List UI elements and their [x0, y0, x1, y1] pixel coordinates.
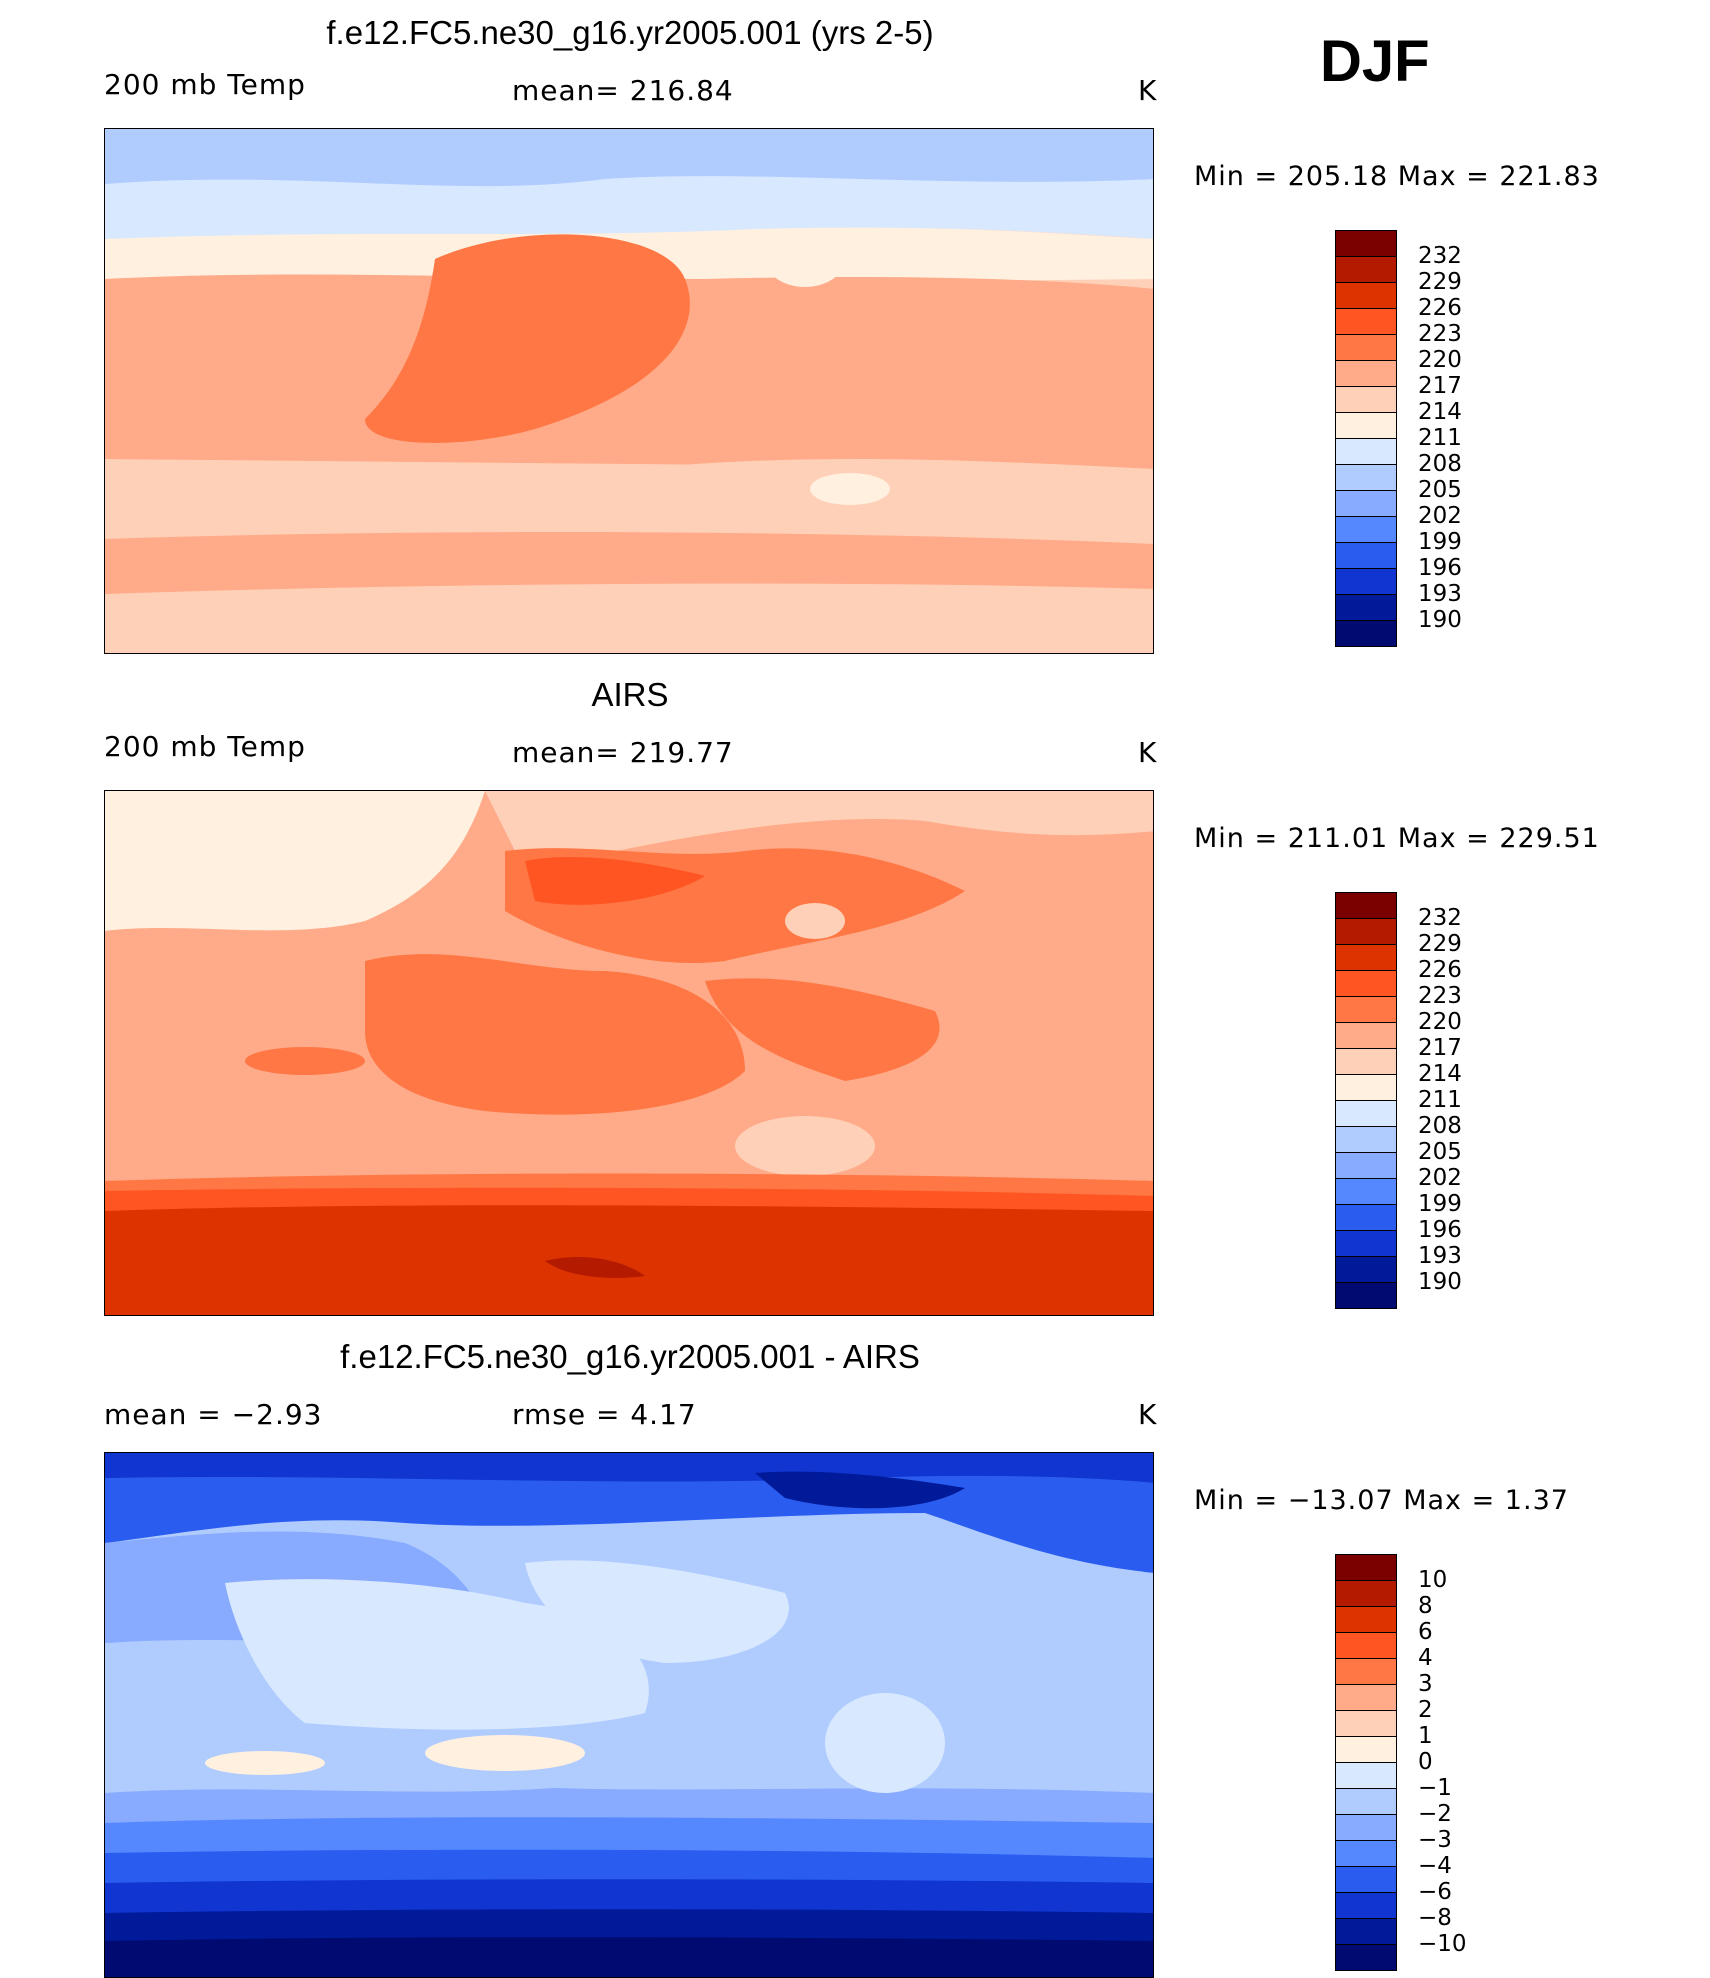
colorbar-tick: −10 [1418, 1931, 1467, 1957]
colorbar-tick: 232 [1418, 243, 1462, 269]
colorbar-tick: 217 [1418, 373, 1462, 399]
colorbar-tick: 202 [1418, 503, 1462, 529]
colorbar-tick: 208 [1418, 1113, 1462, 1139]
panel-1-units: K [1138, 74, 1158, 107]
panel-1-colorbar [1335, 230, 1397, 647]
panel-3-minmax: Min = −13.07 Max = 1.37 [1194, 1485, 1569, 1516]
colorbar-tick: 4 [1418, 1645, 1433, 1671]
colorbar-tick: 6 [1418, 1619, 1433, 1645]
panel-2-colorbar [1335, 892, 1397, 1309]
panel-3-title: f.e12.FC5.ne30_g16.yr2005.001 - AIRS [340, 1338, 920, 1375]
colorbar-tick: 196 [1418, 555, 1462, 581]
colorbar-tick: 208 [1418, 451, 1462, 477]
colorbar-tick: 193 [1418, 1243, 1462, 1269]
panel-1-mean-label: mean= 216.84 [512, 74, 734, 107]
colorbar-tick: 3 [1418, 1671, 1433, 1697]
panel-3-units: K [1138, 1398, 1158, 1431]
colorbar-tick: −1 [1418, 1775, 1452, 1801]
panel-3-rmse-label: rmse = 4.17 [512, 1398, 697, 1431]
panel-2-units: K [1138, 736, 1158, 769]
colorbar-tick: 229 [1418, 931, 1462, 957]
colorbar-tick: 8 [1418, 1593, 1433, 1619]
colorbar-tick: −3 [1418, 1827, 1452, 1853]
colorbar-tick: −2 [1418, 1801, 1452, 1827]
colorbar-tick: 232 [1418, 905, 1462, 931]
colorbar-tick: 199 [1418, 1191, 1462, 1217]
panel-1-title: f.e12.FC5.ne30_g16.yr2005.001 (yrs 2-5) [326, 14, 934, 51]
colorbar-tick: 226 [1418, 957, 1462, 983]
colorbar-tick: 190 [1418, 1269, 1462, 1295]
panel-1-minmax: Min = 205.18 Max = 221.83 [1194, 161, 1600, 192]
colorbar-tick: 223 [1418, 321, 1462, 347]
colorbar-tick: 229 [1418, 269, 1462, 295]
colorbar-tick: 226 [1418, 295, 1462, 321]
colorbar-tick: 193 [1418, 581, 1462, 607]
colorbar-tick: −8 [1418, 1905, 1452, 1931]
colorbar-tick: 0 [1418, 1749, 1433, 1775]
colorbar-tick: 205 [1418, 1139, 1462, 1165]
panel-2-mean-label: mean= 219.77 [512, 736, 734, 769]
colorbar-tick: 214 [1418, 399, 1462, 425]
colorbar-tick: 214 [1418, 1061, 1462, 1087]
panel-2-left-label: 200 mb Temp [104, 730, 306, 763]
panel-3-mean-label: mean = −2.93 [104, 1398, 323, 1431]
colorbar-tick: 205 [1418, 477, 1462, 503]
colorbar-tick: 1 [1418, 1723, 1433, 1749]
colorbar-tick: 2 [1418, 1697, 1433, 1723]
panel-2-title: AIRS [591, 676, 669, 713]
colorbar-tick: 220 [1418, 1009, 1462, 1035]
colorbar-tick: 211 [1418, 1087, 1462, 1113]
colorbar-tick: 217 [1418, 1035, 1462, 1061]
panel-1-left-label: 200 mb Temp [104, 68, 306, 101]
colorbar-tick: −4 [1418, 1853, 1452, 1879]
colorbar-tick: 190 [1418, 607, 1462, 633]
colorbar-tick: 223 [1418, 983, 1462, 1009]
colorbar-tick: 211 [1418, 425, 1462, 451]
colorbar-tick: 10 [1418, 1567, 1448, 1593]
colorbar-tick: 196 [1418, 1217, 1462, 1243]
colorbar-tick: 199 [1418, 529, 1462, 555]
panel-1-map [104, 128, 1154, 654]
colorbar-tick: −6 [1418, 1879, 1452, 1905]
colorbar-tick: 220 [1418, 347, 1462, 373]
panel-2-map [104, 790, 1154, 1316]
panel-3-colorbar [1335, 1554, 1397, 1971]
colorbar-tick: 202 [1418, 1165, 1462, 1191]
panel-2-minmax: Min = 211.01 Max = 229.51 [1194, 823, 1600, 854]
season-label: DJF [1320, 29, 1430, 94]
panel-3-map [104, 1452, 1154, 1978]
